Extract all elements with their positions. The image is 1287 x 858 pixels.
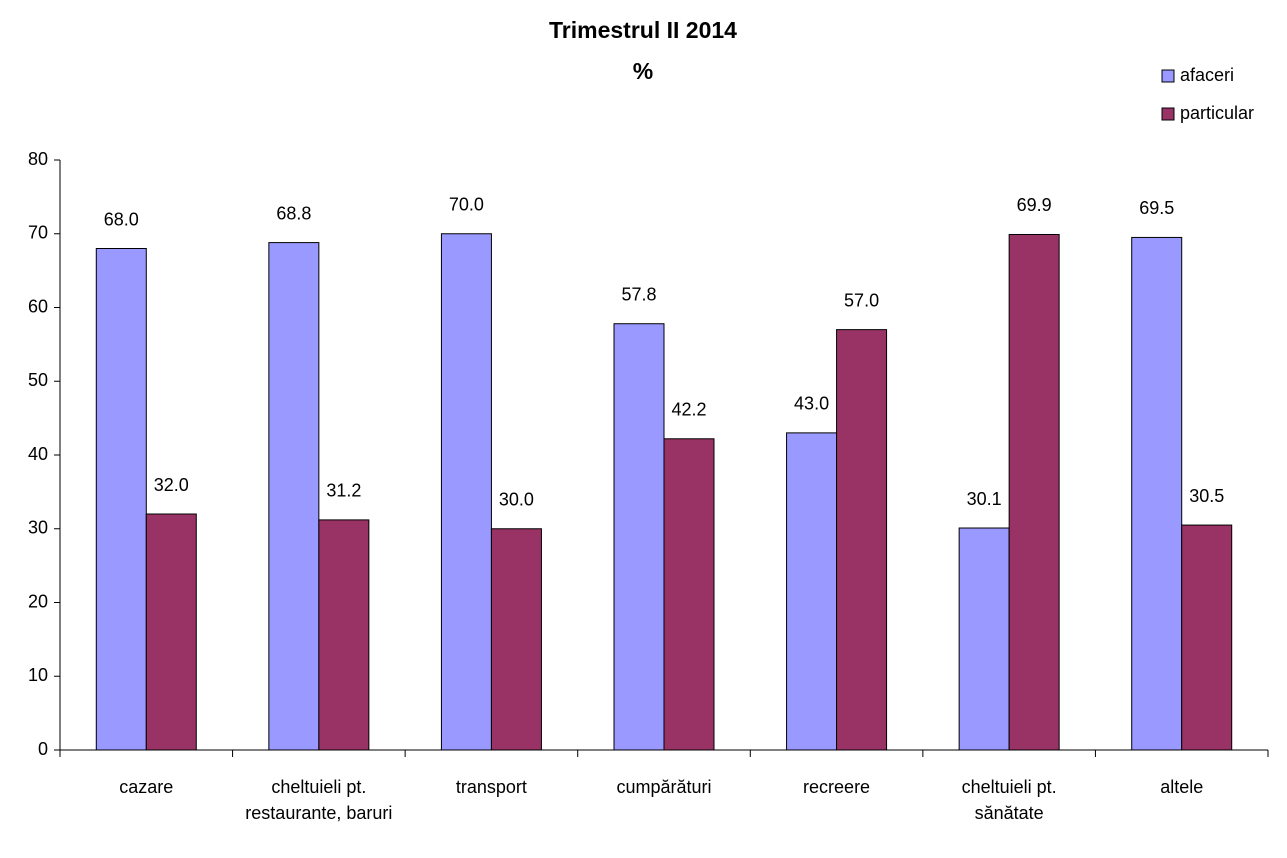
bar [663,438,715,751]
legend-swatch [1161,107,1175,121]
y-tick-label: 0 [38,739,48,759]
legend-label: particular [1180,103,1254,123]
bar [440,233,492,751]
bar [958,527,1010,751]
y-tick-label: 30 [28,518,48,538]
bar [1181,524,1233,751]
y-tick-label: 20 [28,591,48,611]
value-label: 70.0 [449,195,484,215]
x-tick-label: altele [1160,777,1204,797]
value-label: 30.0 [499,490,534,510]
x-tick-label: cheltuieli pt. sănătate [961,777,1057,823]
bar [145,513,197,751]
bar [318,519,370,751]
chart-subtitle: % [633,58,653,84]
x-tick-label: cheltuieli pt. restaurante, baruri [245,777,393,823]
value-label: 31.2 [326,481,361,501]
value-label: 68.8 [276,203,311,223]
bar [786,432,838,751]
bar [95,248,147,751]
value-label: 30.5 [1189,486,1224,506]
x-tick-label: recreere [803,777,871,797]
value-label: 32.0 [154,475,189,495]
bar [836,329,888,751]
value-label: 30.1 [967,489,1002,509]
y-tick-label: 50 [28,370,48,390]
bar [1008,233,1060,751]
y-tick-label: 80 [28,149,48,169]
bar [613,323,665,751]
x-tick-label: cumpărături [616,777,712,797]
value-label: 69.9 [1017,195,1052,215]
value-label: 69.5 [1139,198,1174,218]
bar [1131,236,1183,751]
x-tick-label: transport [455,777,527,797]
chart-title: Trimestrul II 2014 [549,17,737,43]
y-tick-label: 70 [28,223,48,243]
bar [490,528,542,751]
legend-swatch [1161,69,1175,83]
value-label: 68.0 [104,209,139,229]
value-label: 57.0 [844,290,879,310]
y-tick-label: 60 [28,296,48,316]
legend-label: afaceri [1180,65,1234,85]
x-tick-label: cazare [119,777,174,797]
y-tick-label: 10 [28,665,48,685]
value-label: 57.8 [621,284,656,304]
y-tick-label: 40 [28,444,48,464]
value-label: 43.0 [794,394,829,414]
value-label: 42.2 [671,400,706,420]
bar [268,242,320,751]
